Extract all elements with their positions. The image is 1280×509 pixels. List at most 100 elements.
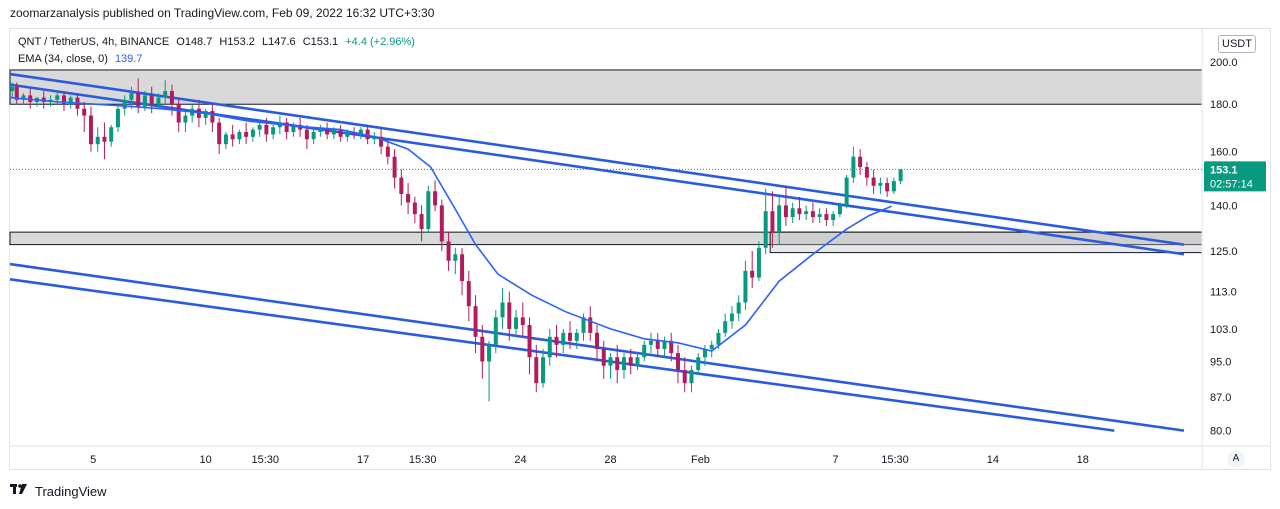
candle-body xyxy=(460,254,465,282)
time-axis: 5 10 15:30 17 15:30 24 28 Feb 7 15:30 14 18 xyxy=(90,454,1089,466)
candle-14 xyxy=(102,122,107,160)
tradingview-brand[interactable]: TradingView xyxy=(10,484,107,499)
candle-1 xyxy=(14,82,19,105)
candle-59 xyxy=(406,183,411,215)
price-tick-label: 113.0 xyxy=(1210,287,1237,299)
candle-30 xyxy=(210,104,215,133)
candle-68 xyxy=(466,270,471,322)
candle-119 xyxy=(810,202,815,224)
candle-body xyxy=(527,325,532,358)
candle-body xyxy=(68,97,73,105)
candle-121 xyxy=(824,208,829,227)
candle-body xyxy=(136,93,141,107)
candle-body xyxy=(655,340,660,349)
price-tick-label: 200.0 xyxy=(1210,57,1238,69)
ema-legend: EMA (34, close, 0) 139.7 xyxy=(18,53,146,65)
trendline-3 xyxy=(9,278,1115,432)
auto-scale-button[interactable]: A xyxy=(1227,451,1245,467)
candle-body xyxy=(729,313,734,322)
candle-body xyxy=(217,122,222,145)
candle-body xyxy=(615,357,620,371)
candle-29 xyxy=(203,108,208,125)
candle-body xyxy=(14,86,19,100)
candle-body xyxy=(487,344,492,362)
candle-42 xyxy=(291,122,296,137)
candlesticks xyxy=(10,78,903,402)
zone-0 xyxy=(9,69,1203,105)
candle-body xyxy=(642,344,647,358)
candle-82 xyxy=(561,328,566,354)
candle-body xyxy=(176,104,181,123)
candle-63 xyxy=(433,180,438,212)
candle-body xyxy=(392,156,397,178)
candle-body xyxy=(635,357,640,366)
candle-body xyxy=(365,129,370,140)
candle-69 xyxy=(473,295,478,354)
candle-body xyxy=(163,91,168,98)
candle-body xyxy=(271,127,276,135)
candle-99 xyxy=(675,344,680,384)
candle-body xyxy=(500,302,505,318)
candle-body xyxy=(507,302,512,329)
candle-body xyxy=(466,281,471,307)
candle-118 xyxy=(804,205,809,221)
candle-129 xyxy=(878,177,883,195)
candle-11 xyxy=(82,102,87,133)
candle-body xyxy=(142,95,147,107)
time-tick-label: 15:30 xyxy=(881,454,909,466)
time-tick-label: 28 xyxy=(604,454,616,466)
candle-body xyxy=(844,177,849,206)
candle-body xyxy=(804,211,809,215)
candle-body xyxy=(88,115,93,145)
candle-107 xyxy=(729,306,734,329)
candle-body xyxy=(696,357,701,371)
price-axis-separator xyxy=(10,29,1270,470)
time-tick-label: 15:30 xyxy=(409,454,437,466)
candle-body xyxy=(554,336,559,345)
ema-value: 139.7 xyxy=(114,53,143,65)
candle-88 xyxy=(601,340,606,379)
candle-76 xyxy=(520,302,525,337)
candle-81 xyxy=(554,325,559,358)
candle-89 xyxy=(608,353,613,379)
candle-113 xyxy=(770,191,775,248)
candle-91 xyxy=(621,353,626,379)
time-tick-label: 18 xyxy=(1077,454,1089,466)
candle-body xyxy=(95,136,100,145)
candle-128 xyxy=(871,169,876,195)
candle-21 xyxy=(149,86,154,114)
candle-112 xyxy=(763,188,768,255)
candle-45 xyxy=(311,129,316,145)
candle-body xyxy=(102,136,107,142)
ema-label: EMA (34, close, 0) xyxy=(18,53,108,65)
candle-body xyxy=(183,115,188,123)
candle-body xyxy=(716,332,721,345)
candle-body xyxy=(55,95,60,100)
candle-body xyxy=(783,205,788,218)
candle-0 xyxy=(10,82,15,98)
candle-body xyxy=(109,127,114,142)
publisher-line: zoomarzanalysis published on TradingView… xyxy=(10,6,435,20)
candle-body xyxy=(358,129,363,135)
candle-95 xyxy=(648,332,653,354)
currency-button[interactable]: USDT xyxy=(1218,35,1256,53)
price-tick-label: 160.0 xyxy=(1210,147,1238,159)
candle-71 xyxy=(487,340,492,402)
candle-33 xyxy=(230,124,235,147)
symbol-legend: QNT / TetherUS, 4h, BINANCE O148.7 H153.… xyxy=(18,36,419,48)
candle-78 xyxy=(534,344,539,393)
candle-77 xyxy=(527,317,532,375)
candle-body xyxy=(311,132,316,140)
candle-131 xyxy=(891,177,896,195)
candle-body xyxy=(810,211,815,218)
candle-body xyxy=(628,357,633,366)
candle-130 xyxy=(885,177,890,197)
candle-126 xyxy=(858,149,863,175)
candle-body xyxy=(10,86,15,92)
time-tick-label: 24 xyxy=(514,454,526,466)
candle-body xyxy=(581,317,586,333)
time-tick-label: 17 xyxy=(357,454,369,466)
candle-38 xyxy=(264,117,269,142)
candle-body xyxy=(601,348,606,366)
